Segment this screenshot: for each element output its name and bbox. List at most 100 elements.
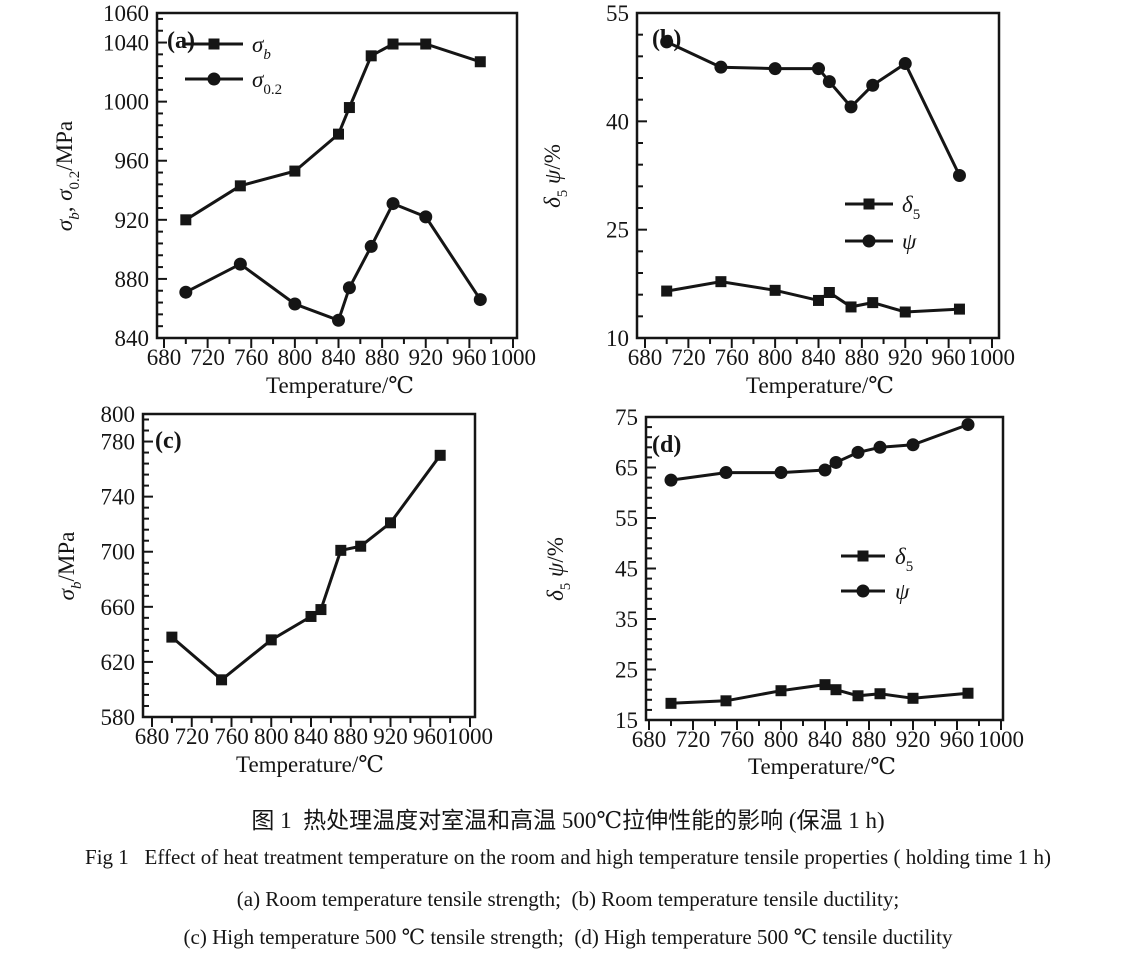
- x-axis: [644, 338, 993, 348]
- y-tick-label: 800: [101, 402, 136, 427]
- data-point-marker: [906, 438, 920, 452]
- legend: δ5 ψ: [845, 192, 920, 254]
- data-point-marker: [907, 692, 919, 704]
- y-tick-label: 920: [115, 208, 150, 233]
- x-axis: [648, 720, 1002, 730]
- legend-label: σb: [252, 32, 271, 63]
- chart-panel-b: 680 720 760 800 840 880 920 960 1000 10 25 40 55 δ5 ψ (…: [540, 1, 1015, 398]
- y-axis: [637, 12, 647, 339]
- x-tick-label: 960: [452, 345, 487, 370]
- y-axis: [143, 413, 153, 718]
- x-tick-label: 1000: [978, 727, 1024, 752]
- x-tick-label: 800: [764, 727, 799, 752]
- data-point-marker: [719, 466, 733, 480]
- legend-label: ψ: [902, 229, 917, 254]
- plot-frame: [644, 415, 1005, 722]
- x-tick-label: 840: [801, 345, 836, 370]
- data-point-marker: [365, 50, 377, 62]
- data-point-marker: [343, 102, 355, 114]
- series-psi: [660, 35, 966, 182]
- legend-marker: [862, 234, 876, 248]
- data-point-marker: [386, 197, 400, 211]
- data-point-marker: [289, 165, 301, 177]
- x-axis-title: Temperature/℃: [746, 373, 894, 398]
- plot-frame: [155, 11, 519, 340]
- x-tick-label: 1000: [490, 345, 536, 370]
- y-tick-label: 880: [115, 267, 150, 292]
- data-point-marker: [899, 306, 911, 318]
- x-tick-label: 680: [628, 345, 663, 370]
- x-tick-label: 960: [940, 727, 975, 752]
- legend-label: σ0.2: [252, 67, 282, 98]
- y-tick-label: 580: [101, 705, 136, 730]
- series-line: [666, 40, 961, 177]
- y-axis: [157, 12, 167, 339]
- data-point-marker: [179, 285, 193, 299]
- series-psi: [664, 418, 975, 487]
- x-tick-label: 680: [147, 345, 182, 370]
- series-sigma-b: [166, 449, 446, 686]
- series-sigma-b: [180, 38, 486, 226]
- data-point-marker: [234, 180, 246, 192]
- x-tick-label: 840: [294, 724, 329, 749]
- y-axis-title: δ5 ψ/%: [543, 537, 574, 601]
- x-tick-label: 800: [758, 345, 793, 370]
- legend-entry-sigma-0-2: σ0.2: [185, 67, 282, 98]
- panel-label: (a): [167, 28, 195, 54]
- data-point-marker: [961, 418, 975, 432]
- chart-panel-c: 680 720 760 800 840 880 920 960 1000580620660700…: [54, 402, 493, 777]
- legend-marker: [856, 584, 870, 598]
- data-point-marker: [866, 78, 880, 92]
- legend-marker: [207, 72, 221, 86]
- y-tick-label: 45: [615, 557, 638, 582]
- data-point-marker: [305, 610, 317, 622]
- y-tick-label: 40: [606, 109, 629, 134]
- y-tick-label: 55: [615, 506, 638, 531]
- x-tick-label: 840: [808, 727, 843, 752]
- y-axis-title: σb, σ0.2/MPa: [52, 121, 83, 231]
- series-delta-5: [665, 679, 974, 709]
- y-tick-label: 1000: [103, 90, 149, 115]
- x-axis-title: Temperature/℃: [266, 373, 414, 398]
- data-point-marker: [216, 674, 228, 686]
- legend-entry-delta-5: δ5: [841, 544, 913, 575]
- x-tick-label: 960: [413, 724, 448, 749]
- y-tick-label: 1060: [103, 1, 149, 26]
- data-point-marker: [364, 239, 378, 253]
- data-point-marker: [873, 440, 887, 454]
- x-tick-label: 760: [234, 345, 269, 370]
- data-point-marker: [265, 634, 277, 646]
- data-point-marker: [952, 169, 966, 182]
- y-axis-title: σb/MPa: [54, 532, 85, 601]
- data-point-marker: [852, 690, 864, 702]
- data-point-marker: [769, 284, 781, 296]
- caption-english: Fig 1 Effect of heat treatment temperatu…: [85, 845, 1051, 869]
- series-delta-5: [661, 276, 965, 318]
- chart-panel-d: 680 720 760 800 840 880 920 960 1000 15 25 35 45 55 65…: [543, 405, 1024, 779]
- data-point-marker: [851, 445, 865, 459]
- y-tick-label: 25: [615, 658, 638, 683]
- plot-frame: [141, 412, 477, 719]
- data-point-marker: [473, 293, 487, 307]
- x-tick-label: 960: [931, 345, 966, 370]
- x-tick-label: 1000: [969, 345, 1015, 370]
- x-tick-label: 920: [888, 345, 923, 370]
- data-point-marker: [823, 287, 835, 298]
- data-point-marker: [233, 257, 247, 271]
- data-point-marker: [385, 517, 396, 529]
- legend-label: δ5: [902, 192, 920, 223]
- series-sigma-0-2: [179, 197, 487, 327]
- data-point-marker: [962, 687, 974, 699]
- data-point-marker: [829, 455, 843, 469]
- data-point-marker: [335, 544, 347, 556]
- y-tick-label: 75: [615, 405, 638, 430]
- legend-marker: [857, 550, 869, 562]
- x-tick-label: 880: [365, 345, 400, 370]
- data-point-marker: [775, 685, 787, 697]
- x-tick-label: 720: [671, 345, 706, 370]
- x-tick-label: 880: [334, 724, 369, 749]
- data-point-marker: [813, 294, 824, 306]
- data-point-marker: [830, 684, 842, 696]
- panel-label: (d): [652, 432, 681, 458]
